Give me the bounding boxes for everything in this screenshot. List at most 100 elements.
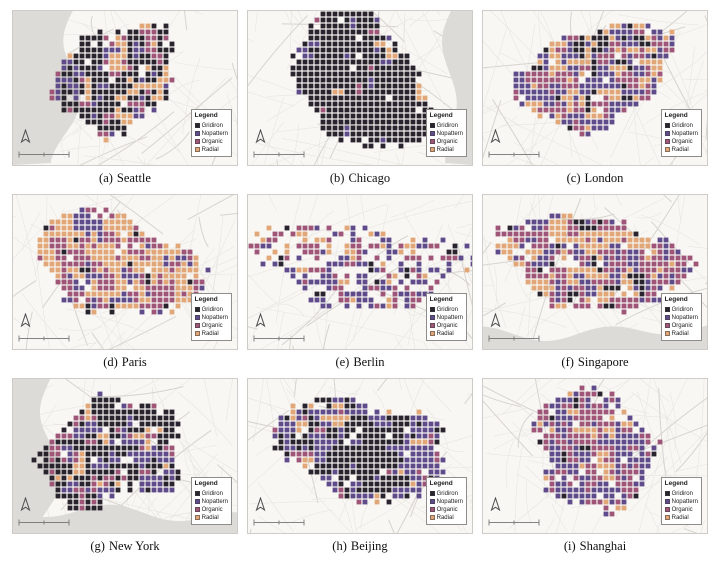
- legend-swatch-organic: [194, 139, 200, 145]
- legend-item: Organic: [429, 138, 463, 146]
- legend-swatch-radial: [194, 147, 200, 153]
- legend-swatch-gridiron: [429, 491, 435, 497]
- legend-item-label: Gridiron: [436, 306, 458, 313]
- panel-caption-label: (i): [563, 539, 576, 553]
- map-panel: Legend Gridiron Nopattern Organic Radial (i…: [482, 378, 708, 555]
- figure-grid: Legend Gridiron Nopattern Organic Radial (a…: [0, 10, 720, 555]
- legend-swatch-organic: [429, 139, 435, 145]
- legend-item: Radial: [664, 146, 698, 154]
- map-box: Legend Gridiron Nopattern Organic Radial: [247, 10, 473, 166]
- legend-swatch-nopattern: [194, 315, 200, 321]
- panel-caption-city: Chicago: [348, 171, 391, 185]
- panel-caption: (f) Singapore: [482, 350, 708, 371]
- north-arrow-icon: [255, 129, 266, 144]
- map-box: Legend Gridiron Nopattern Organic Radial: [247, 378, 473, 534]
- legend-item-label: Radial: [436, 146, 454, 153]
- legend-swatch-organic: [664, 139, 670, 145]
- legend-swatch-radial: [429, 331, 435, 337]
- map-legend: Legend Gridiron Nopattern Organic Radial: [425, 292, 467, 341]
- legend-swatch-radial: [664, 515, 670, 521]
- map-panel: Legend Gridiron Nopattern Organic Radial (e…: [247, 194, 473, 371]
- legend-items: Gridiron Nopattern Organic Radial: [429, 490, 463, 522]
- legend-swatch-nopattern: [194, 131, 200, 137]
- legend-title: Legend: [429, 111, 453, 119]
- legend-swatch-gridiron: [429, 307, 435, 313]
- legend-swatch-nopattern: [429, 315, 435, 321]
- legend-title: Legend: [429, 295, 453, 303]
- map-legend: Legend Gridiron Nopattern Organic Radial: [425, 108, 467, 157]
- legend-item: Radial: [194, 146, 228, 154]
- legend-item-label: Organic: [671, 138, 693, 145]
- legend-swatch-gridiron: [429, 123, 435, 129]
- legend-item: Gridiron: [664, 306, 698, 314]
- panel-caption: (h) Beijing: [247, 534, 473, 555]
- north-arrow-icon: [255, 313, 266, 328]
- legend-item-label: Organic: [436, 322, 458, 329]
- legend-item-label: Organic: [201, 138, 223, 145]
- scale-bar: [488, 519, 540, 526]
- legend-swatch-organic: [194, 507, 200, 513]
- map-panel: Legend Gridiron Nopattern Organic Radial (d…: [12, 194, 238, 371]
- panel-caption: (a) Seattle: [12, 166, 238, 187]
- legend-swatch-radial: [664, 331, 670, 337]
- legend-item-label: Radial: [671, 330, 689, 337]
- legend-items: Gridiron Nopattern Organic Radial: [194, 490, 228, 522]
- legend-item-label: Organic: [436, 506, 458, 513]
- map-legend: Legend Gridiron Nopattern Organic Radial: [660, 292, 702, 341]
- legend-item-label: Organic: [436, 138, 458, 145]
- legend-swatch-gridiron: [664, 307, 670, 313]
- legend-item: Nopattern: [664, 314, 698, 322]
- legend-item: Organic: [429, 506, 463, 514]
- map-panel: Legend Gridiron Nopattern Organic Radial (b…: [247, 10, 473, 187]
- legend-item: Gridiron: [194, 490, 228, 498]
- legend-items: Gridiron Nopattern Organic Radial: [429, 122, 463, 154]
- map-legend: Legend Gridiron Nopattern Organic Radial: [190, 476, 232, 525]
- panel-caption: (b) Chicago: [247, 166, 473, 187]
- legend-item-label: Gridiron: [671, 490, 693, 497]
- map-box: Legend Gridiron Nopattern Organic Radial: [12, 378, 238, 534]
- scale-bar: [488, 335, 540, 342]
- legend-item-label: Gridiron: [201, 490, 223, 497]
- map-panel: Legend Gridiron Nopattern Organic Radial (a…: [12, 10, 238, 187]
- legend-item: Organic: [664, 138, 698, 146]
- legend-item: Gridiron: [664, 490, 698, 498]
- legend-item: Radial: [194, 514, 228, 522]
- panel-caption: (g) New York: [12, 534, 238, 555]
- legend-item-label: Radial: [201, 146, 219, 153]
- legend-items: Gridiron Nopattern Organic Radial: [194, 122, 228, 154]
- map-legend: Legend Gridiron Nopattern Organic Radial: [425, 476, 467, 525]
- legend-item-label: Organic: [671, 506, 693, 513]
- legend-item: Nopattern: [194, 314, 228, 322]
- legend-swatch-gridiron: [194, 123, 200, 129]
- legend-swatch-organic: [664, 323, 670, 329]
- scale-bar: [18, 151, 70, 158]
- panel-caption: (e) Berlin: [247, 350, 473, 371]
- legend-swatch-radial: [429, 515, 435, 521]
- legend-item-label: Gridiron: [201, 306, 223, 313]
- panel-caption-city: Seattle: [116, 171, 151, 185]
- map-legend: Legend Gridiron Nopattern Organic Radial: [190, 108, 232, 157]
- legend-swatch-nopattern: [429, 131, 435, 137]
- legend-item-label: Radial: [671, 146, 689, 153]
- legend-item-label: Nopattern: [436, 498, 463, 505]
- legend-item: Nopattern: [664, 498, 698, 506]
- legend-items: Gridiron Nopattern Organic Radial: [664, 490, 698, 522]
- legend-item-label: Radial: [201, 514, 219, 521]
- legend-item: Nopattern: [429, 130, 463, 138]
- map-panel: Legend Gridiron Nopattern Organic Radial (c…: [482, 10, 708, 187]
- panel-caption-label: (d): [103, 355, 118, 369]
- map-box: Legend Gridiron Nopattern Organic Radial: [482, 194, 708, 350]
- legend-title: Legend: [194, 295, 218, 303]
- legend-title: Legend: [429, 479, 453, 487]
- map-box: Legend Gridiron Nopattern Organic Radial: [482, 378, 708, 534]
- legend-item-label: Gridiron: [201, 122, 223, 129]
- map-legend: Legend Gridiron Nopattern Organic Radial: [190, 292, 232, 341]
- legend-item-label: Gridiron: [671, 306, 693, 313]
- legend-item: Nopattern: [429, 498, 463, 506]
- panel-caption-city: New York: [108, 539, 160, 553]
- legend-item: Organic: [194, 322, 228, 330]
- legend-item-label: Organic: [201, 322, 223, 329]
- legend-item: Organic: [429, 322, 463, 330]
- legend-items: Gridiron Nopattern Organic Radial: [194, 306, 228, 338]
- legend-item: Gridiron: [429, 490, 463, 498]
